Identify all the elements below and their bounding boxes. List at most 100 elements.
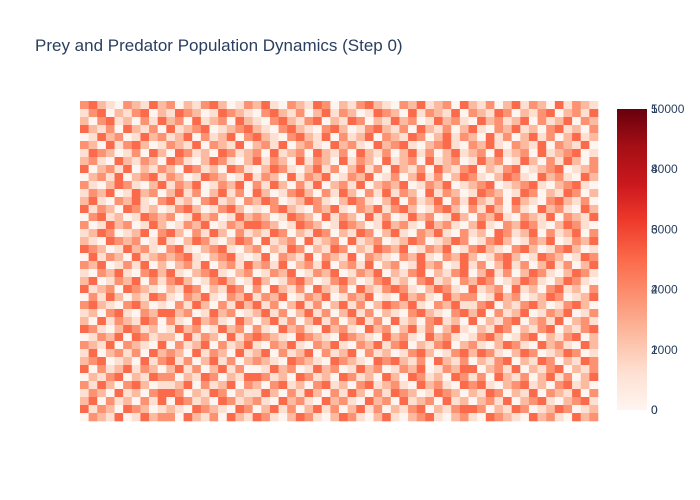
heatmap-cell[interactable]	[97, 405, 107, 414]
heatmap-cell[interactable]	[313, 333, 323, 342]
heatmap-cell[interactable]	[399, 381, 409, 390]
heatmap-cell[interactable]	[123, 205, 133, 214]
heatmap-cell[interactable]	[433, 221, 443, 230]
heatmap-cell[interactable]	[468, 349, 478, 358]
heatmap-cell[interactable]	[235, 101, 245, 110]
heatmap-cell[interactable]	[572, 301, 582, 310]
heatmap-cell[interactable]	[537, 333, 547, 342]
heatmap-cell[interactable]	[528, 253, 538, 262]
heatmap-cell[interactable]	[304, 181, 314, 190]
heatmap-cell[interactable]	[209, 325, 219, 334]
heatmap-cell[interactable]	[382, 101, 392, 110]
heatmap-cell[interactable]	[382, 205, 392, 214]
heatmap-cell[interactable]	[494, 213, 504, 222]
heatmap-cell[interactable]	[304, 245, 314, 254]
heatmap-cell[interactable]	[477, 341, 487, 350]
heatmap-cell[interactable]	[140, 221, 150, 230]
heatmap-cell[interactable]	[408, 197, 417, 206]
heatmap-cell[interactable]	[468, 157, 478, 166]
heatmap-cell[interactable]	[433, 245, 443, 254]
heatmap-cell[interactable]	[546, 109, 556, 118]
heatmap-cell[interactable]	[166, 149, 176, 158]
heatmap-cell[interactable]	[88, 357, 98, 366]
heatmap-cell[interactable]	[140, 165, 150, 174]
heatmap-cell[interactable]	[451, 309, 461, 318]
heatmap-cell[interactable]	[244, 253, 253, 262]
heatmap-cell[interactable]	[520, 365, 530, 374]
heatmap-cell[interactable]	[546, 277, 556, 286]
heatmap-cell[interactable]	[80, 397, 89, 406]
heatmap-cell[interactable]	[313, 157, 323, 166]
heatmap-cell[interactable]	[304, 317, 314, 326]
heatmap-cell[interactable]	[174, 277, 184, 286]
heatmap-cell[interactable]	[511, 413, 521, 422]
heatmap-cell[interactable]	[373, 173, 383, 182]
heatmap-cell[interactable]	[451, 221, 461, 230]
heatmap-cell[interactable]	[589, 125, 599, 134]
heatmap-cell[interactable]	[200, 165, 210, 174]
heatmap-cell[interactable]	[537, 389, 547, 398]
heatmap-cell[interactable]	[321, 293, 331, 302]
heatmap-cell[interactable]	[347, 325, 357, 334]
heatmap-cell[interactable]	[235, 221, 245, 230]
heatmap-cell[interactable]	[364, 285, 374, 294]
heatmap-cell[interactable]	[192, 149, 202, 158]
heatmap-cell[interactable]	[209, 197, 219, 206]
heatmap-cell[interactable]	[537, 397, 547, 406]
heatmap-cell[interactable]	[244, 141, 253, 150]
heatmap-cell[interactable]	[149, 125, 158, 134]
heatmap-cell[interactable]	[261, 333, 271, 342]
heatmap-cell[interactable]	[140, 405, 150, 414]
heatmap-cell[interactable]	[503, 117, 512, 126]
heatmap-cell[interactable]	[451, 253, 461, 262]
heatmap-cell[interactable]	[520, 221, 530, 230]
heatmap-cell[interactable]	[511, 301, 521, 310]
heatmap-cell[interactable]	[192, 253, 202, 262]
heatmap-cell[interactable]	[278, 325, 288, 334]
heatmap-cell[interactable]	[511, 189, 521, 198]
heatmap-cell[interactable]	[278, 173, 288, 182]
heatmap-cell[interactable]	[321, 381, 331, 390]
heatmap-cell[interactable]	[554, 381, 564, 390]
heatmap-cell[interactable]	[114, 253, 124, 262]
heatmap-cell[interactable]	[295, 405, 305, 414]
heatmap-cell[interactable]	[408, 213, 417, 222]
heatmap-cell[interactable]	[123, 157, 133, 166]
heatmap-cell[interactable]	[131, 301, 141, 310]
heatmap-cell[interactable]	[304, 165, 314, 174]
heatmap-cell[interactable]	[477, 141, 487, 150]
heatmap-cell[interactable]	[356, 197, 366, 206]
heatmap-cell[interactable]	[235, 349, 245, 358]
heatmap-cell[interactable]	[330, 397, 340, 406]
heatmap-cell[interactable]	[295, 133, 305, 142]
heatmap-cell[interactable]	[382, 365, 392, 374]
heatmap-cell[interactable]	[537, 173, 547, 182]
heatmap-cell[interactable]	[503, 189, 512, 198]
heatmap-cell[interactable]	[563, 213, 573, 222]
heatmap-cell[interactable]	[88, 109, 98, 118]
heatmap-cell[interactable]	[252, 341, 262, 350]
heatmap-cell[interactable]	[364, 365, 374, 374]
heatmap-cell[interactable]	[451, 301, 461, 310]
heatmap-cell[interactable]	[278, 117, 288, 126]
heatmap-cell[interactable]	[97, 197, 107, 206]
heatmap-cell[interactable]	[373, 301, 383, 310]
heatmap-cell[interactable]	[192, 261, 202, 270]
heatmap-cell[interactable]	[157, 157, 167, 166]
heatmap-cell[interactable]	[313, 405, 323, 414]
heatmap-cell[interactable]	[330, 125, 340, 134]
heatmap-cell[interactable]	[174, 205, 184, 214]
heatmap-cell[interactable]	[511, 253, 521, 262]
heatmap-cell[interactable]	[88, 373, 98, 382]
heatmap-cell[interactable]	[278, 413, 288, 422]
heatmap-cell[interactable]	[192, 349, 202, 358]
heatmap-cell[interactable]	[572, 101, 582, 110]
heatmap-cell[interactable]	[503, 277, 512, 286]
heatmap-cell[interactable]	[451, 229, 461, 238]
heatmap-cell[interactable]	[97, 213, 107, 222]
heatmap-cell[interactable]	[321, 173, 331, 182]
heatmap-cell[interactable]	[114, 149, 124, 158]
heatmap-cell[interactable]	[546, 333, 556, 342]
heatmap-cell[interactable]	[218, 341, 228, 350]
heatmap-cell[interactable]	[451, 181, 461, 190]
